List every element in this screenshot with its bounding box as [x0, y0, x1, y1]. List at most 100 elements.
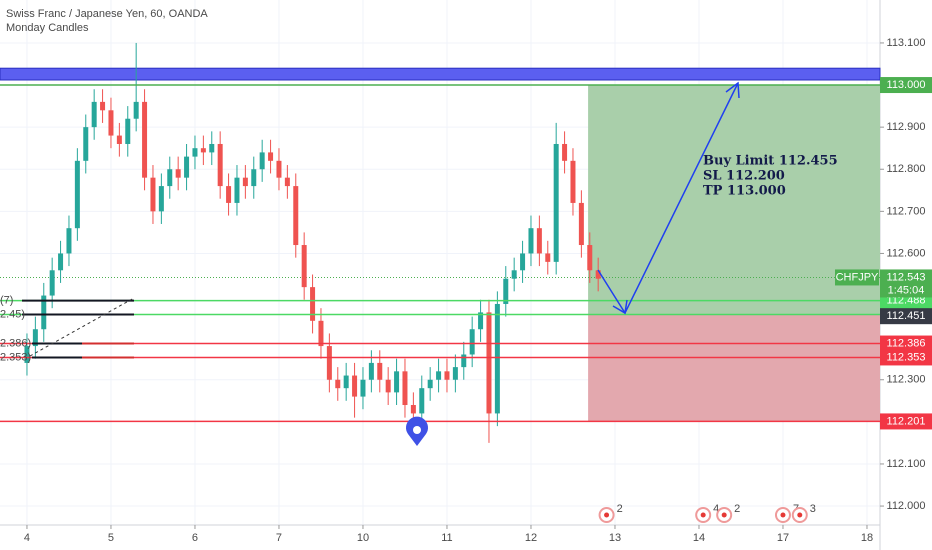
- level-tag: [880, 413, 932, 430]
- candle-body: [360, 379, 366, 397]
- event-count: 2: [617, 503, 623, 515]
- current-price-tag: [880, 269, 932, 298]
- level-label: 112.386: [887, 337, 926, 349]
- candle-body: [83, 127, 89, 161]
- pin-dot: [413, 426, 421, 434]
- fib-label: (7): [0, 295, 13, 307]
- candle-body: [142, 101, 148, 178]
- level-label: 112.353: [887, 351, 926, 363]
- symbol-tag: [835, 269, 879, 286]
- candle-body: [32, 329, 38, 347]
- candle-body: [184, 156, 190, 178]
- candle-body: [377, 362, 383, 380]
- y-tick-label: 112.300: [887, 374, 926, 386]
- candle-body: [587, 245, 593, 271]
- candle-body: [91, 101, 97, 128]
- level-tag: [880, 349, 932, 366]
- fib-label: 2.45): [0, 308, 25, 320]
- y-tick-label: 112.600: [887, 247, 926, 259]
- y-tick-label: 112.900: [887, 121, 926, 133]
- x-tick-label: 18: [861, 532, 873, 544]
- candle-body: [49, 270, 55, 296]
- annotation: SL 112.200: [703, 169, 785, 184]
- x-tick-label: 14: [693, 532, 705, 544]
- y-tick-label: 112.100: [887, 458, 926, 470]
- candle-body: [427, 379, 433, 389]
- candle-body: [41, 295, 47, 330]
- candle-body: [562, 143, 568, 161]
- level-tag: [880, 335, 932, 352]
- profit-zone: [588, 85, 880, 315]
- x-tick-label: 11: [441, 532, 452, 544]
- event-count: 3: [810, 503, 816, 515]
- arrow-head: [612, 299, 628, 315]
- x-tick-label: 5: [108, 532, 114, 544]
- price-tag-label: 112.451: [887, 310, 926, 322]
- event-dot: [721, 512, 727, 518]
- chart-subtitle: Monday Candles: [6, 22, 89, 34]
- candle-body: [511, 270, 517, 279]
- annotation: TP 113.000: [703, 184, 786, 199]
- candle-body: [318, 320, 324, 347]
- candle-body: [259, 152, 265, 170]
- countdown: 1:45:04: [888, 284, 925, 296]
- candle-body: [284, 177, 290, 187]
- candle-body: [192, 148, 198, 157]
- x-tick-label: 17: [777, 532, 789, 544]
- candle-body: [335, 379, 341, 389]
- trend-line: [29, 297, 135, 357]
- candle-body: [553, 143, 559, 262]
- event-count: 4: [713, 503, 719, 515]
- level-label: 113.000: [887, 79, 926, 91]
- chart-title: Swiss Franc / Japanese Yen, 60, OANDA: [6, 8, 208, 20]
- candle-body: [343, 375, 349, 389]
- candle-body: [100, 101, 106, 111]
- candle-body: [444, 371, 450, 380]
- candle-body: [326, 346, 332, 380]
- candle-body: [24, 346, 30, 363]
- fib-label: 2.353): [0, 351, 31, 363]
- level-label: 112.201: [887, 415, 926, 427]
- candle-body: [58, 253, 64, 271]
- level-tag: [880, 77, 932, 94]
- x-tick-label: 4: [24, 532, 30, 544]
- y-tick-label: 112.700: [887, 205, 926, 217]
- candle-body: [368, 362, 374, 380]
- candle-body: [394, 371, 400, 393]
- candle-body: [410, 405, 416, 414]
- event-dot: [604, 512, 610, 518]
- symbol-label: CHFJPY: [836, 271, 879, 283]
- y-tick-label: 112.000: [887, 500, 926, 512]
- x-tick-label: 13: [609, 532, 621, 544]
- candle-body: [209, 143, 215, 153]
- candle-body: [268, 152, 274, 161]
- candle-body: [570, 160, 576, 203]
- candle-body: [461, 354, 467, 368]
- candle-body: [108, 110, 114, 136]
- candle-body: [486, 312, 492, 414]
- candle-body: [494, 303, 500, 414]
- candle-body: [402, 371, 408, 406]
- x-tick-label: 7: [276, 532, 282, 544]
- candle-body: [217, 143, 223, 187]
- candle-body: [276, 160, 282, 178]
- candle-body: [520, 253, 526, 271]
- candle-body: [545, 253, 551, 262]
- loss-zone: [588, 314, 880, 422]
- annotation: Buy Limit 112.455: [703, 154, 838, 169]
- candle-body: [234, 177, 240, 203]
- candle-body: [310, 287, 316, 321]
- candle-body: [436, 371, 442, 380]
- y-tick-label: 112.800: [887, 163, 926, 175]
- candle-body: [452, 367, 458, 380]
- x-tick-label: 10: [357, 532, 369, 544]
- candle-body: [503, 278, 509, 304]
- resistance-zone: [0, 67, 881, 81]
- candle-body: [301, 245, 307, 288]
- price-tag: [880, 308, 932, 325]
- candle-body: [578, 202, 584, 246]
- candle-body: [469, 329, 475, 355]
- event-count: 2: [734, 503, 740, 515]
- fib-label: 2.386): [0, 337, 31, 349]
